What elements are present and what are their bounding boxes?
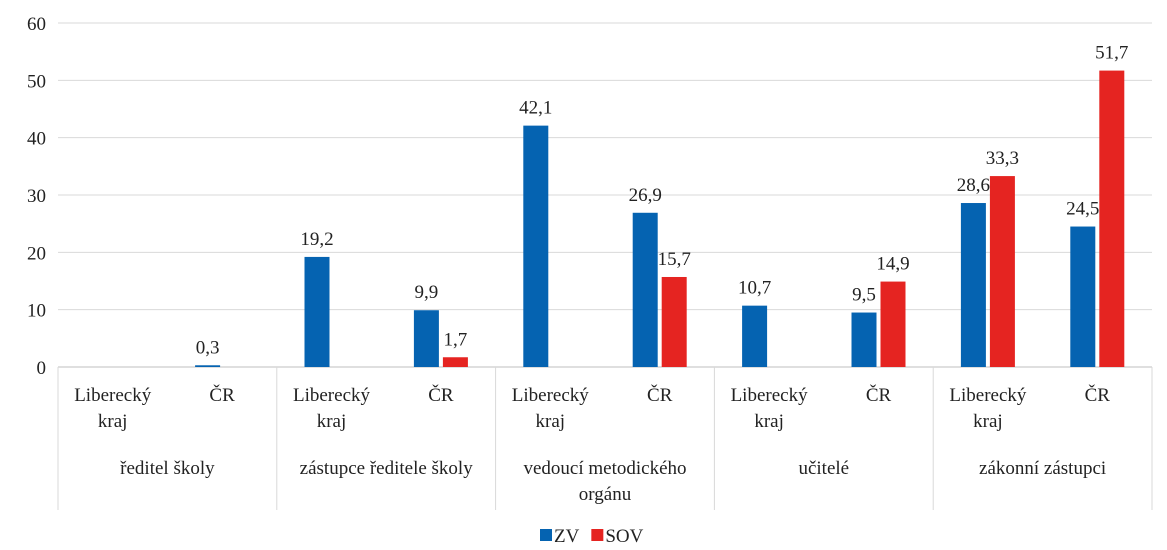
x-group-label: zákonní zástupci <box>979 458 1106 479</box>
bar-zv <box>413 310 439 367</box>
x-group-label: ředitel školy <box>120 458 215 479</box>
x-subcategory-label: kraj <box>754 411 784 432</box>
bar-sov <box>661 276 687 367</box>
bar-zv <box>195 365 221 367</box>
y-tick-label: 20 <box>27 243 46 264</box>
x-subcategory-label: ČR <box>428 384 454 406</box>
data-label: 9,5 <box>852 285 876 306</box>
x-subcategory-label: kraj <box>317 411 347 432</box>
data-label: 33,3 <box>986 148 1019 169</box>
data-label: 42,1 <box>519 98 552 119</box>
bar-zv <box>960 203 986 367</box>
legend: ZV SOV <box>540 526 644 547</box>
x-group-label: zástupce ředitele školy <box>300 458 474 479</box>
data-labels: 0,3 19,2 9,9 1,7 42,1 26,9 15,7 10,7 9,514,9 28,6… <box>196 43 1129 359</box>
data-label: 0,3 <box>196 337 220 358</box>
data-label: 19,2 <box>300 229 333 250</box>
x-subcategory-label: Liberecký <box>74 385 152 406</box>
bar-zv <box>304 256 330 367</box>
gridlines <box>58 22 1152 368</box>
data-label: 26,9 <box>629 185 662 206</box>
x-group-label: vedoucí metodického <box>523 458 686 479</box>
x-subcategory-label: Liberecký <box>293 385 371 406</box>
y-tick-label: 0 <box>37 358 47 379</box>
x-subcategory-label: Liberecký <box>512 385 590 406</box>
y-tick-label: 40 <box>27 129 46 150</box>
x-subcategory-label: kraj <box>536 411 566 432</box>
y-tick-label: 50 <box>27 71 46 92</box>
data-label: 28,6 <box>957 175 990 196</box>
bar-zv <box>851 312 877 367</box>
data-label: 9,9 <box>415 282 439 303</box>
y-tick-label: 30 <box>27 186 46 207</box>
data-label: 1,7 <box>444 329 468 350</box>
data-label: 14,9 <box>876 254 909 275</box>
data-label: 10,7 <box>738 278 771 299</box>
y-tick-label: 60 <box>27 14 46 35</box>
x-subcategory-label: ČR <box>647 384 673 406</box>
bar-sov <box>880 281 906 367</box>
legend-swatch-sov <box>591 529 604 541</box>
bar-zv <box>523 125 549 367</box>
bar-sov <box>989 176 1015 367</box>
bar-zv <box>1070 226 1096 367</box>
x-group-label: orgánu <box>579 484 632 505</box>
legend-label-zv: ZV <box>554 526 580 547</box>
x-subcategory-label: Liberecký <box>949 385 1027 406</box>
bar-sov <box>442 357 468 367</box>
legend-swatch-zv <box>540 529 552 541</box>
x-subcategory-label: ČR <box>209 384 235 406</box>
y-axis-tick-labels: 0 10 20 30 40 50 60 <box>27 14 46 379</box>
data-label: 15,7 <box>658 249 691 270</box>
bar-sov <box>1099 70 1125 367</box>
x-subcategory-label: ČR <box>1085 384 1111 406</box>
legend-label-sov: SOV <box>605 526 643 547</box>
x-subcategory-label: Liberecký <box>731 385 809 406</box>
x-group-label: učitelé <box>798 458 849 479</box>
data-label: 24,5 <box>1066 199 1099 220</box>
data-label: 51,7 <box>1095 43 1128 64</box>
y-tick-label: 10 <box>27 301 46 322</box>
bars <box>195 70 1125 367</box>
x-subcategory-label: kraj <box>98 411 128 432</box>
x-subcategory-label: ČR <box>866 384 892 406</box>
x-subcategory-label: kraj <box>973 411 1003 432</box>
bar-zv <box>632 212 658 367</box>
bar-zv <box>742 305 768 367</box>
x-axis: Liberecký kraj ČR ředitel školy Liberecký kra… <box>57 367 1153 510</box>
